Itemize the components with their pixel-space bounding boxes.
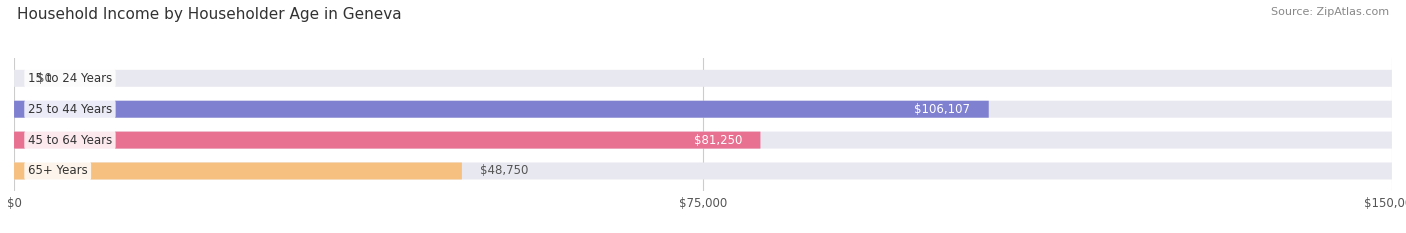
Text: 65+ Years: 65+ Years (28, 164, 87, 178)
FancyBboxPatch shape (14, 132, 1392, 149)
FancyBboxPatch shape (14, 70, 1392, 87)
Text: Household Income by Householder Age in Geneva: Household Income by Householder Age in G… (17, 7, 402, 22)
Text: $48,750: $48,750 (481, 164, 529, 178)
Text: 25 to 44 Years: 25 to 44 Years (28, 103, 112, 116)
FancyBboxPatch shape (14, 132, 761, 149)
Text: 15 to 24 Years: 15 to 24 Years (28, 72, 112, 85)
Text: $81,250: $81,250 (693, 134, 742, 147)
FancyBboxPatch shape (14, 101, 1392, 118)
Text: $106,107: $106,107 (914, 103, 970, 116)
Text: $0: $0 (37, 72, 52, 85)
FancyBboxPatch shape (14, 162, 1392, 179)
FancyBboxPatch shape (14, 101, 988, 118)
FancyBboxPatch shape (14, 162, 463, 179)
Text: 45 to 64 Years: 45 to 64 Years (28, 134, 112, 147)
Text: Source: ZipAtlas.com: Source: ZipAtlas.com (1271, 7, 1389, 17)
